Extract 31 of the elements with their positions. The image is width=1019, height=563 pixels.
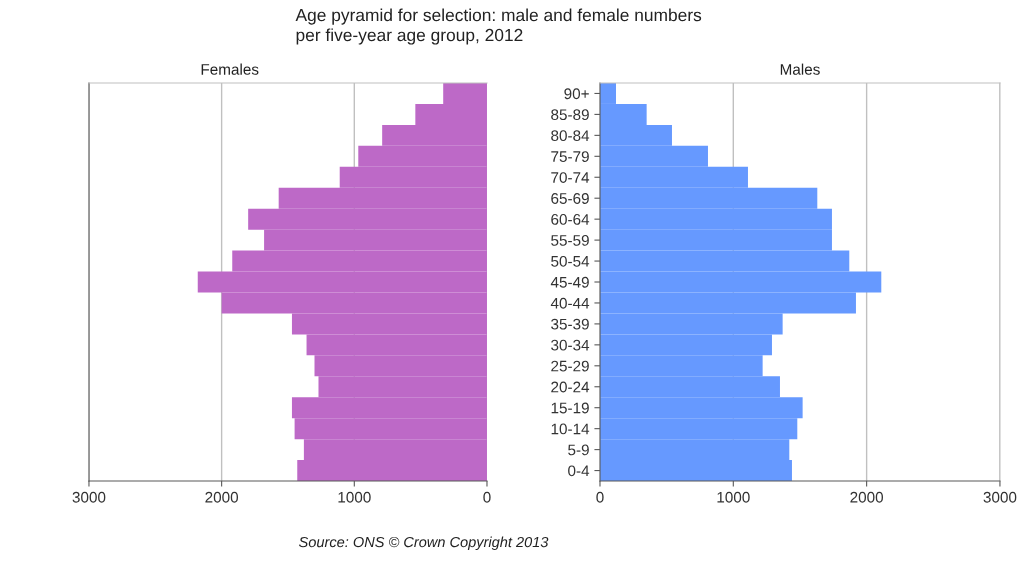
y-tick-label: 60-64 [551, 214, 590, 225]
y-tick-label: 55-59 [551, 234, 589, 246]
source-note: Source: ONS © Crown Copyright 2013 [298, 536, 549, 551]
x-tick-label: 3000 [983, 491, 1017, 503]
y-tick-label: 50-54 [551, 255, 590, 267]
y-tick-label: 90+ [564, 88, 589, 100]
y-tick-label: 0-4 [568, 465, 590, 477]
y-tick-label: 30-34 [551, 339, 590, 351]
y-tick-label: 75-79 [551, 151, 589, 162]
y-tick-label: 5-9 [568, 444, 589, 456]
y-tick-label: 40-44 [550, 297, 590, 309]
chart-title: Males [780, 63, 820, 75]
text: Age pyramid for selection: male and female numbers per five-year age group, 2012 [295, 8, 702, 45]
y-tick-label: 65-69 [551, 193, 589, 204]
y-tick-label: 25-29 [551, 360, 589, 372]
y-tick-label: 10-14 [551, 423, 590, 435]
x-tick-label: 0 [483, 491, 491, 503]
y-tick-label: 70-74 [551, 172, 590, 183]
y-tick-label: 35-39 [551, 318, 589, 330]
y-tick-label: 15-19 [551, 402, 589, 414]
x-tick-label: 2000 [205, 491, 239, 503]
y-tick-label: 80-84 [551, 130, 590, 142]
x-tick-label: 1000 [717, 491, 750, 503]
y-tick-label: 85-89 [551, 109, 589, 121]
y-tick-label: 45-49 [550, 276, 589, 288]
x-tick-label: 3000 [72, 491, 106, 503]
chart-title: Females [201, 63, 259, 75]
x-tick-label: 0 [596, 491, 604, 503]
y-tick-label: 20-24 [551, 381, 590, 393]
x-tick-label: 2000 [850, 491, 884, 503]
x-tick-label: 1000 [338, 491, 371, 503]
